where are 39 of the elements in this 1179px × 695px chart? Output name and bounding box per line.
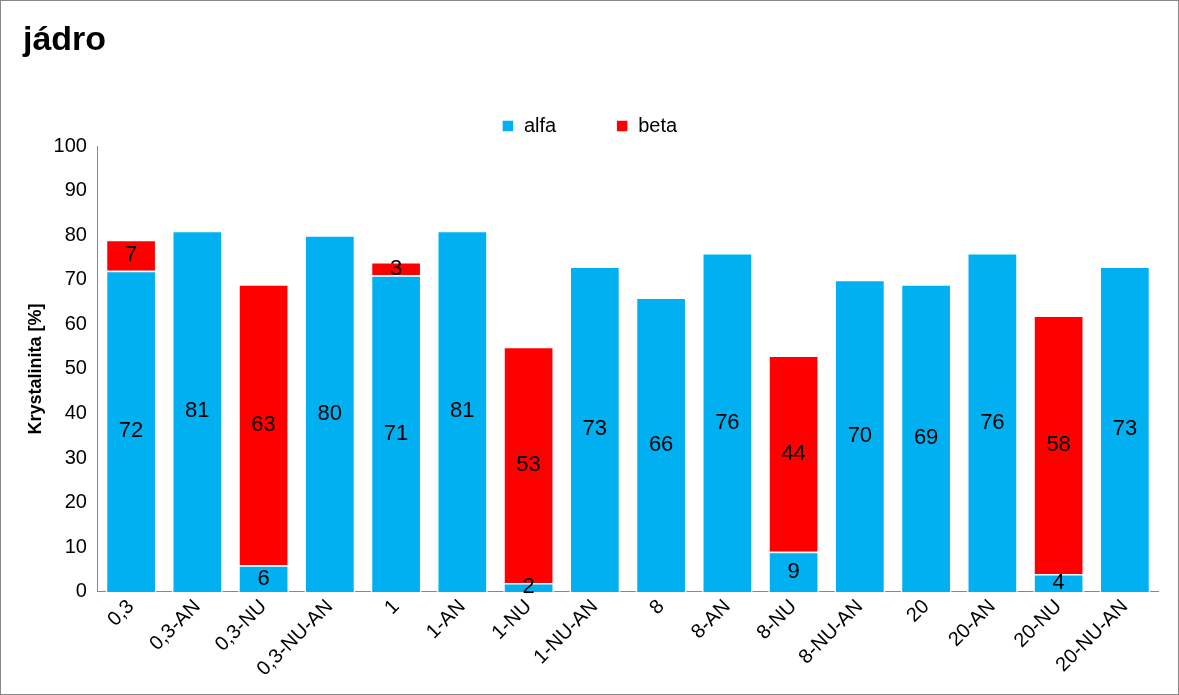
- y-tick-label: 100: [53, 133, 87, 156]
- legend-label: beta: [638, 113, 678, 136]
- y-tick-label: 10: [64, 534, 87, 557]
- data-label: 4: [1052, 569, 1065, 595]
- data-label: 76: [715, 408, 740, 434]
- y-tick-label: 30: [64, 445, 87, 468]
- data-label: 72: [118, 417, 144, 443]
- x-tick-label: 20: [901, 594, 933, 626]
- data-label: 58: [1046, 430, 1071, 456]
- y-tick-label: 90: [64, 178, 87, 201]
- x-tick-label: 1: [379, 594, 403, 618]
- data-label: 76: [980, 408, 1005, 434]
- x-tick-label: 0,3: [102, 594, 138, 630]
- y-tick-label: 60: [64, 311, 87, 334]
- data-label: 53: [516, 450, 541, 476]
- data-label: 73: [582, 415, 608, 441]
- y-tick-label: 0: [75, 579, 87, 602]
- y-axis-title: Krystalinita [%]: [24, 303, 45, 435]
- y-tick-label: 70: [64, 267, 87, 290]
- data-label: 70: [847, 421, 873, 447]
- y-tick-label: 80: [64, 222, 87, 245]
- data-label: 9: [787, 557, 800, 583]
- data-label: 81: [450, 397, 475, 423]
- data-label: 81: [185, 397, 210, 423]
- data-label: 71: [383, 419, 409, 445]
- data-label: 44: [781, 439, 806, 465]
- legend-label: alfa: [523, 113, 558, 136]
- data-label: 73: [1112, 415, 1138, 441]
- data-label: 80: [317, 399, 343, 425]
- data-label: 7: [124, 241, 138, 267]
- x-tick-label: 8: [644, 594, 668, 618]
- chart-title: jádro: [23, 19, 107, 58]
- y-tick-label: 50: [64, 356, 87, 379]
- y-tick-label: 20: [64, 490, 87, 513]
- data-label: 63: [251, 410, 276, 436]
- data-label: 66: [648, 430, 674, 456]
- y-tick-label: 40: [64, 401, 87, 424]
- data-label: 69: [913, 424, 939, 450]
- data-label: 6: [257, 564, 270, 590]
